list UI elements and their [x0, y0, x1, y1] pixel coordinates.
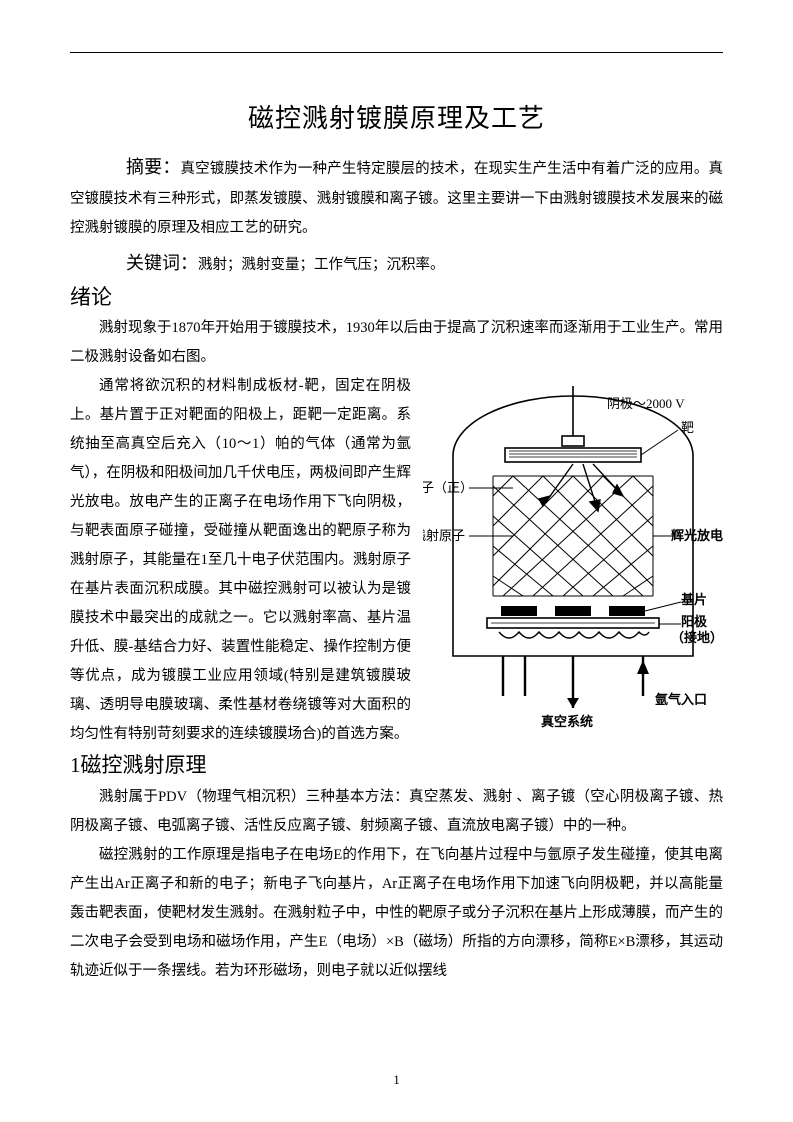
label-ar-ion: 氩离子（正）	[423, 480, 473, 495]
section-intro-heading: 绪论	[70, 283, 723, 312]
label-vacuum: 真空系统	[541, 714, 593, 729]
keywords: 关键词：溅射；溅射变量；工作气压；沉积率。	[70, 245, 723, 281]
label-target: 靶	[681, 420, 694, 435]
label-glow: 辉光放电	[671, 528, 723, 543]
keywords-label: 关键词：	[126, 253, 198, 273]
keywords-text: 溅射；溅射变量；工作气压；沉积率。	[198, 257, 445, 273]
abstract-label: 摘要：	[126, 157, 181, 177]
section-1-heading: 1磁控溅射原理	[70, 751, 723, 780]
label-anode: 阳极	[681, 614, 708, 629]
page-number: 1	[0, 1072, 793, 1088]
label-ground: （接地）	[671, 630, 723, 645]
abstract: 摘要：真空镀膜技术作为一种产生特定膜层的技术，在现实生产生活中有着广泛的应用。真…	[70, 149, 723, 243]
sec1-para-2: 磁控溅射的工作原理是指电子在电场E的作用下，在飞向基片过程中与氩原子发生碰撞，使…	[70, 841, 723, 986]
label-cathode: 阴极～2000 V	[607, 396, 685, 411]
intro-wrap: 阴极～2000 V 靶 氩离子（正） 溅射原子 辉光放电 基片 阳极 （接地） …	[70, 372, 723, 749]
sputtering-diagram: 阴极～2000 V 靶 氩离子（正） 溅射原子 辉光放电 基片 阳极 （接地） …	[423, 376, 723, 736]
label-substrate: 基片	[680, 592, 707, 607]
header-rule	[70, 52, 723, 53]
sec1-para-1: 溅射属于PDV（物理气相沉积）三种基本方法：真空蒸发、溅射 、离子镀（空心阴极离…	[70, 783, 723, 841]
label-sputter-atom: 溅射原子	[423, 528, 465, 543]
intro-para-1: 溅射现象于1870年开始用于镀膜技术，1930年以后由于提高了沉积速率而逐渐用于…	[70, 314, 723, 372]
label-ar-inlet: 氩气入口	[655, 692, 707, 707]
page-title: 磁控溅射镀膜原理及工艺	[70, 98, 723, 135]
